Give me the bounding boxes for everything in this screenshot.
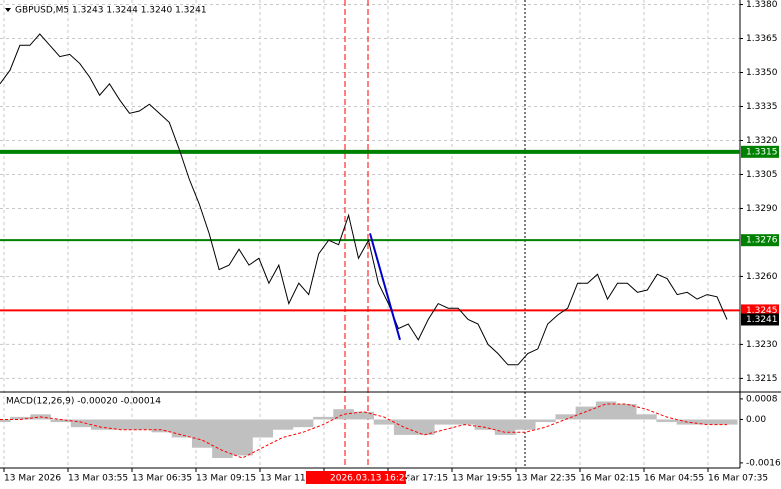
y-tick-label: 1.3335 <box>746 102 778 112</box>
macd-bar <box>656 419 677 423</box>
y-tick-label: 1.3320 <box>746 136 778 146</box>
grid <box>0 0 740 468</box>
y-tick-label: -0.00169 <box>746 458 781 468</box>
x-tick-label: 13 Mar 19:55 <box>452 474 512 484</box>
level-label: 1.3245 <box>746 306 778 316</box>
last-price-bg <box>741 313 779 326</box>
crosshair-label-bg <box>306 471 406 484</box>
level-label: 1.3315 <box>746 147 778 157</box>
y-tick-label: 1.3230 <box>746 340 778 350</box>
macd-bar <box>333 409 354 420</box>
y-tick-label: 0.0008 <box>746 394 778 404</box>
macd-bar <box>151 419 173 433</box>
level-label: 1.3276 <box>746 236 778 246</box>
macd-bar <box>353 411 374 420</box>
x-tick-label: 13 Mar 06:35 <box>132 474 192 484</box>
y-tick-label: 1.3365 <box>746 34 778 44</box>
macd-bar <box>171 419 193 438</box>
macd-bar <box>636 414 657 420</box>
menu-arrow <box>5 8 11 12</box>
last-price-label: 1.3241 <box>746 315 778 325</box>
macd-bar <box>313 416 334 420</box>
macd-bar <box>696 419 718 425</box>
chart-title: GBPUSD,M5 1.3243 1.3244 1.3240 1.3241 <box>15 6 207 16</box>
crosshair-label: 2026.03.13 16:25 <box>330 474 410 484</box>
macd-bar <box>111 419 132 430</box>
macd-bar <box>454 419 475 425</box>
x-tick-label: 13 Mar 03:55 <box>68 474 128 484</box>
level-label-bg <box>741 234 779 247</box>
macd-bar <box>70 419 92 428</box>
macd-bar <box>575 406 597 420</box>
x-tick-label: 16 Mar 04:55 <box>644 474 704 484</box>
x-tick-label: 16 Mar 02:15 <box>580 474 640 484</box>
price-line <box>0 33 728 366</box>
macd-bar <box>292 419 314 428</box>
macd-bar <box>252 419 274 438</box>
macd-bar <box>393 419 415 435</box>
trend-line <box>369 233 401 341</box>
x-tick-label: 13 Mar 11:55 <box>260 474 320 484</box>
macd-bar <box>0 419 11 423</box>
y-tick-label: 1.3305 <box>746 170 778 180</box>
macd-bar <box>212 419 233 459</box>
macd-bar <box>474 419 496 430</box>
y-tick-label: 0.00 <box>746 415 766 425</box>
macd-bar <box>616 404 637 420</box>
x-tick-label: 13 Mar 09:15 <box>196 474 256 484</box>
macd-bar <box>90 419 112 430</box>
macd-bar <box>414 419 435 435</box>
signal-line <box>0 403 727 459</box>
y-tick-label: 1.3350 <box>746 68 778 78</box>
macd-bar <box>373 419 395 425</box>
macd-bar <box>535 419 556 423</box>
macd-bar <box>191 419 213 448</box>
level-label-bg <box>741 145 779 158</box>
x-tick-label: 13 Mar 22:35 <box>516 474 576 484</box>
x-tick-label: 16 Mar 07:35 <box>708 474 768 484</box>
macd-bar <box>50 419 72 423</box>
y-tick-label: 1.3380 <box>746 0 778 10</box>
macd-bar <box>10 416 31 420</box>
y-tick-label: 1.3215 <box>746 374 778 384</box>
x-tick-label: 13 Mar 2026 <box>4 474 61 484</box>
macd-bar <box>595 401 617 420</box>
macd-bar <box>434 419 455 425</box>
macd-bar <box>555 414 576 420</box>
y-tick-label: 1.3290 <box>746 204 778 214</box>
y-tick-label: 1.3260 <box>746 272 778 282</box>
macd-bar <box>272 419 294 430</box>
x-tick-label: 13 Mar 17:15 <box>388 474 448 484</box>
macd-bar <box>717 419 738 425</box>
macd-bar <box>515 419 536 430</box>
macd-bar <box>131 419 152 430</box>
level-label-bg <box>741 304 779 317</box>
macd-bar <box>232 419 253 456</box>
macd-title: MACD(12,26,9) -0.00020 -0.00014 <box>6 397 161 407</box>
